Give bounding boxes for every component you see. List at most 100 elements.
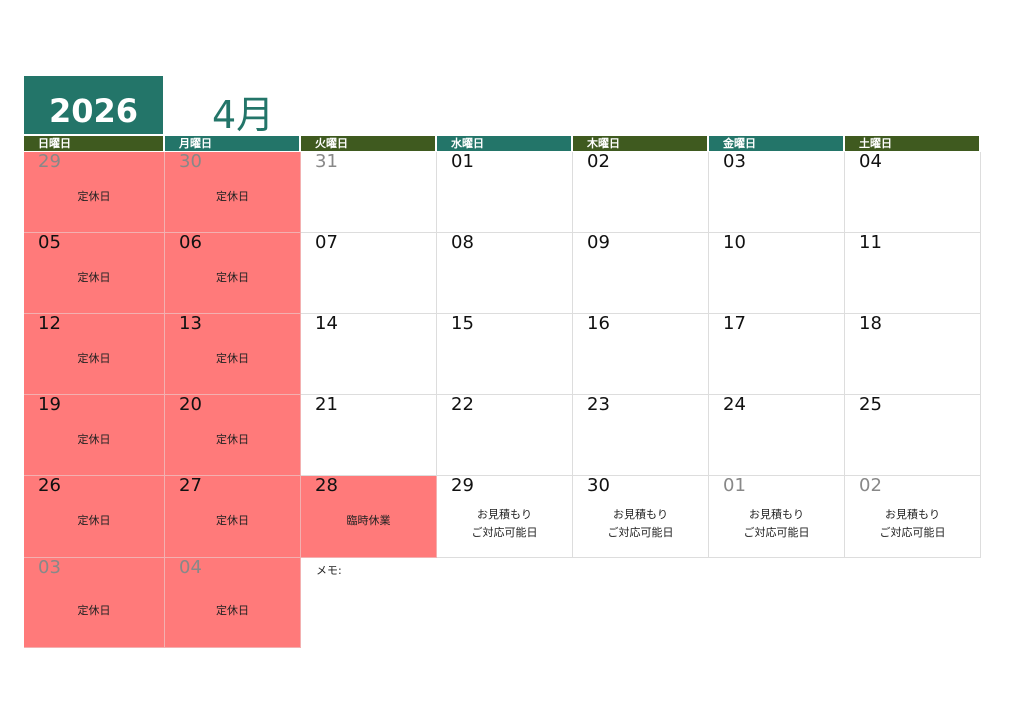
weekday-header: 火曜日 [301, 136, 435, 151]
day-cell[interactable]: 29 定休日 [24, 152, 165, 233]
day-cell[interactable]: 20 定休日 [165, 395, 301, 476]
day-cell[interactable]: 30 定休日 [165, 152, 301, 233]
day-cell[interactable]: 04 [845, 152, 981, 233]
day-cell[interactable]: 01 [437, 152, 573, 233]
day-note: 臨時休業 [346, 514, 391, 527]
day-cell[interactable]: 28 臨時休業 [301, 476, 437, 558]
day-number: 21 [315, 394, 338, 415]
day-note: 定休日 [216, 190, 249, 203]
day-cell[interactable]: 27 定休日 [165, 476, 301, 558]
day-number: 31 [315, 151, 338, 172]
day-number: 03 [38, 557, 61, 578]
day-cell[interactable]: 14 [301, 314, 437, 395]
day-number: 14 [315, 313, 338, 334]
day-number: 08 [451, 232, 474, 253]
day-number: 22 [451, 394, 474, 415]
day-number: 02 [859, 475, 882, 496]
day-cell[interactable]: 22 [437, 395, 573, 476]
day-note: 定休日 [77, 514, 111, 527]
day-number: 11 [859, 232, 882, 253]
day-cell[interactable]: 18 [845, 314, 981, 395]
day-number: 09 [587, 232, 610, 253]
day-number: 10 [723, 232, 746, 253]
day-cell[interactable]: 02 [573, 152, 709, 233]
day-number: 15 [451, 313, 474, 334]
day-note: 定休日 [77, 604, 111, 617]
day-note: 定休日 [216, 352, 249, 365]
day-number: 04 [859, 151, 882, 172]
weekday-header: 水曜日 [437, 136, 571, 151]
day-note: お見積もり ご対応可能日 [471, 508, 538, 539]
day-cell[interactable]: 03 定休日 [24, 558, 165, 648]
day-cell[interactable]: 21 [301, 395, 437, 476]
day-number: 13 [179, 313, 202, 334]
day-number: 18 [859, 313, 882, 334]
day-number: 01 [723, 475, 746, 496]
day-note: 定休日 [216, 271, 249, 284]
weekday-header: 日曜日 [24, 136, 163, 151]
day-cell[interactable]: 30 お見積もり ご対応可能日 [573, 476, 709, 558]
weekday-header: 金曜日 [709, 136, 843, 151]
day-number: 07 [315, 232, 338, 253]
day-number: 30 [179, 151, 202, 172]
day-cell[interactable]: 16 [573, 314, 709, 395]
day-note: 定休日 [77, 433, 111, 446]
day-number: 04 [179, 557, 202, 578]
day-number: 23 [587, 394, 610, 415]
weekday-header: 木曜日 [573, 136, 707, 151]
day-cell[interactable]: 19 定休日 [24, 395, 165, 476]
day-cell[interactable]: 08 [437, 233, 573, 314]
day-number: 17 [723, 313, 746, 334]
day-cell[interactable]: 13 定休日 [165, 314, 301, 395]
day-number: 30 [587, 475, 610, 496]
day-number: 24 [723, 394, 746, 415]
day-number: 27 [179, 475, 202, 496]
day-cell[interactable]: 02 お見積もり ご対応可能日 [845, 476, 981, 558]
day-number: 19 [38, 394, 61, 415]
day-note: お見積もり ご対応可能日 [743, 508, 810, 539]
day-note: 定休日 [216, 433, 249, 446]
day-cell[interactable]: 31 [301, 152, 437, 233]
day-cell[interactable]: 26 定休日 [24, 476, 165, 558]
day-number: 16 [587, 313, 610, 334]
day-cell[interactable]: 03 [709, 152, 845, 233]
day-cell[interactable]: 25 [845, 395, 981, 476]
day-note: 定休日 [216, 514, 249, 527]
day-cell[interactable]: 15 [437, 314, 573, 395]
day-cell[interactable]: 23 [573, 395, 709, 476]
day-note: 定休日 [77, 352, 111, 365]
day-cell[interactable]: 01 お見積もり ご対応可能日 [709, 476, 845, 558]
day-number: 26 [38, 475, 61, 496]
day-note: 定休日 [77, 271, 111, 284]
day-number: 20 [179, 394, 202, 415]
day-number: 25 [859, 394, 882, 415]
day-number: 12 [38, 313, 61, 334]
day-number: 03 [723, 151, 746, 172]
weekday-header: 土曜日 [845, 136, 979, 151]
day-cell[interactable]: 07 [301, 233, 437, 314]
day-number: 01 [451, 151, 474, 172]
day-number: 05 [38, 232, 61, 253]
day-note: お見積もり ご対応可能日 [879, 508, 946, 539]
day-note: お見積もり ご対応可能日 [607, 508, 674, 539]
day-cell[interactable]: 17 [709, 314, 845, 395]
day-cell[interactable]: 24 [709, 395, 845, 476]
day-note: 定休日 [77, 190, 111, 203]
memo-label: メモ: [316, 564, 342, 577]
day-number: 02 [587, 151, 610, 172]
day-number: 29 [38, 151, 61, 172]
day-number: 29 [451, 475, 474, 496]
day-cell[interactable]: 05 定休日 [24, 233, 165, 314]
day-cell[interactable]: 10 [709, 233, 845, 314]
day-cell[interactable]: 04 定休日 [165, 558, 301, 648]
day-cell[interactable]: 12 定休日 [24, 314, 165, 395]
year-badge: 2026 [24, 76, 163, 134]
day-cell[interactable]: 11 [845, 233, 981, 314]
day-note: 定休日 [216, 604, 249, 617]
day-cell[interactable]: 06 定休日 [165, 233, 301, 314]
day-number: 06 [179, 232, 202, 253]
day-cell[interactable]: 29 お見積もり ご対応可能日 [437, 476, 573, 558]
day-cell[interactable]: 09 [573, 233, 709, 314]
month-title: 4月 [212, 93, 275, 137]
weekday-header: 月曜日 [165, 136, 299, 151]
